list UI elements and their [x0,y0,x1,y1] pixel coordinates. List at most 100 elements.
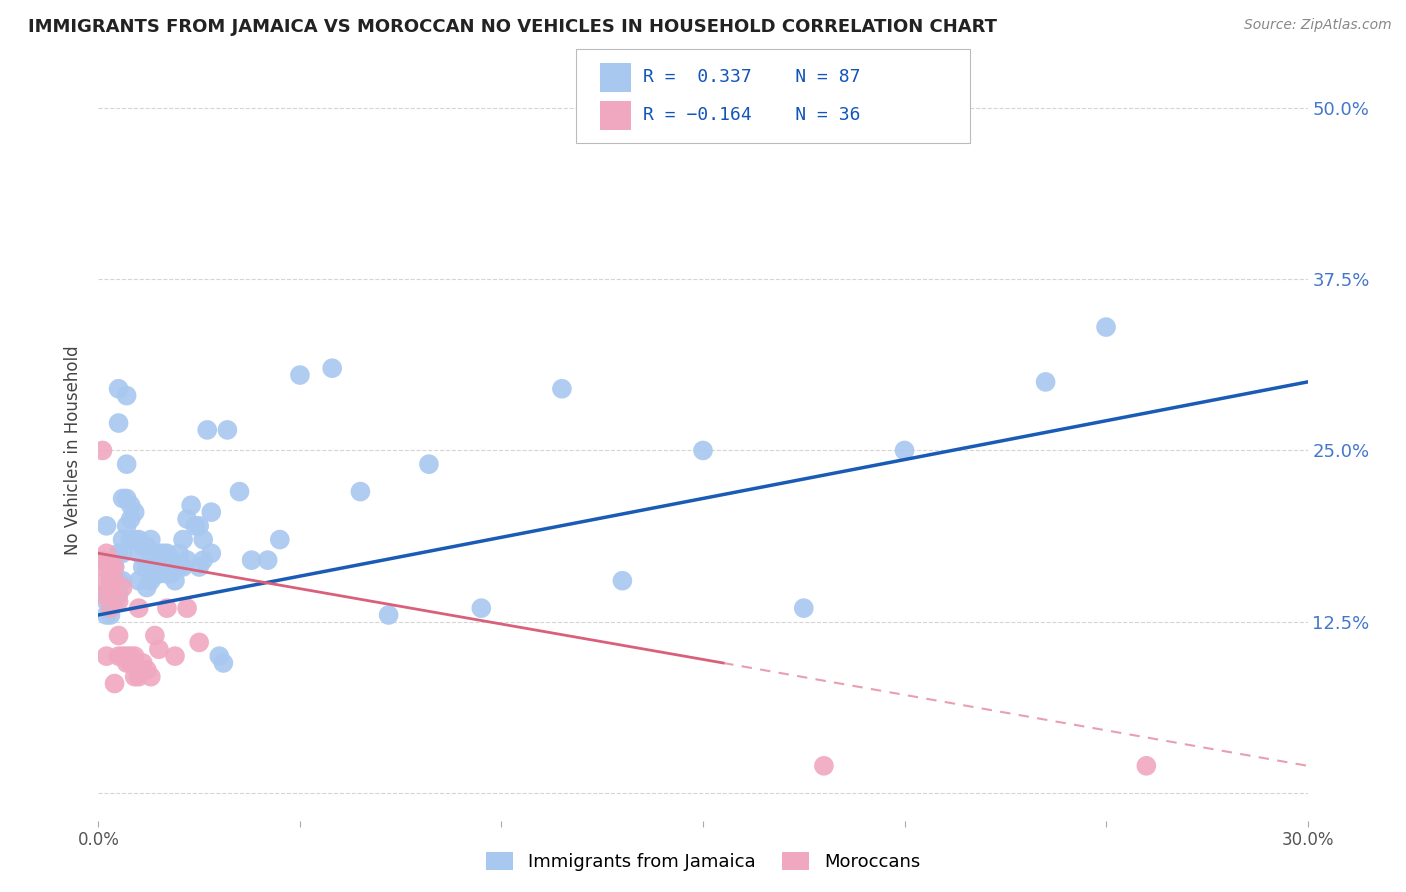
Point [132,540,155,554]
Point [256,553,278,567]
Point [135,581,157,595]
Point [288,368,311,382]
Point [193,533,215,547]
Point [91,587,114,601]
Point [115,649,138,664]
Point [139,574,162,588]
Point [107,649,129,664]
Point [160,553,183,567]
Point [188,519,211,533]
Point [96,594,118,608]
Point [107,382,129,396]
Text: R =  0.337    N = 87: R = 0.337 N = 87 [643,69,860,87]
Point [120,498,142,512]
Point [96,519,118,533]
Point [176,512,198,526]
Point [139,533,162,547]
Point [103,574,125,588]
Point [163,560,186,574]
Point [143,566,166,581]
Point [124,670,146,684]
Text: IMMIGRANTS FROM JAMAICA VS MOROCCAN NO VEHICLES IN HOUSEHOLD CORRELATION CHART: IMMIGRANTS FROM JAMAICA VS MOROCCAN NO V… [28,18,997,36]
Point [692,443,714,458]
Point [551,382,574,396]
Point [176,601,198,615]
Point [135,560,157,574]
Point [103,594,125,608]
Point [132,560,155,574]
Point [208,649,231,664]
Point [96,607,118,622]
Point [143,546,166,560]
Point [120,649,142,664]
Point [793,601,815,615]
Point [377,607,399,622]
Point [100,581,122,595]
Point [120,656,142,670]
Point [115,519,138,533]
Point [135,663,157,677]
Point [111,546,134,560]
Point [200,505,222,519]
Point [124,533,146,547]
Point [111,533,134,547]
Point [172,560,194,574]
Point [107,594,129,608]
Point [100,601,122,615]
Point [135,540,157,554]
Point [217,423,239,437]
Point [111,491,134,506]
Point [200,546,222,560]
Point [115,457,138,471]
Point [156,601,179,615]
Point [148,546,170,560]
Point [100,574,122,588]
Point [128,601,150,615]
Point [143,628,166,642]
Point [111,574,134,588]
Point [160,566,183,581]
Point [470,601,492,615]
Point [96,546,118,560]
Point [120,512,142,526]
Point [128,670,150,684]
Point [128,574,150,588]
Point [91,560,114,574]
Point [111,581,134,595]
Point [167,546,190,560]
Point [212,656,235,670]
Point [103,574,125,588]
Point [124,505,146,519]
Point [100,560,122,574]
Point [156,566,179,581]
Point [1135,759,1157,773]
Text: Source: ZipAtlas.com: Source: ZipAtlas.com [1244,18,1392,32]
Point [195,423,218,437]
Point [184,519,207,533]
Point [103,676,125,690]
Point [111,649,134,664]
Point [91,587,114,601]
Point [100,587,122,601]
Point [228,484,250,499]
Point [107,574,129,588]
Point [240,553,263,567]
Text: R = −0.164    N = 36: R = −0.164 N = 36 [643,106,860,124]
Point [100,560,122,574]
Point [188,635,211,649]
Point [349,484,371,499]
Point [163,574,186,588]
Point [96,574,118,588]
Point [163,649,186,664]
Point [612,574,634,588]
Point [893,443,915,458]
Point [107,628,129,642]
Point [152,546,174,560]
Point [152,560,174,574]
Point [91,443,114,458]
Point [813,759,835,773]
Point [148,642,170,657]
Point [132,656,155,670]
Point [180,498,202,512]
Point [148,566,170,581]
